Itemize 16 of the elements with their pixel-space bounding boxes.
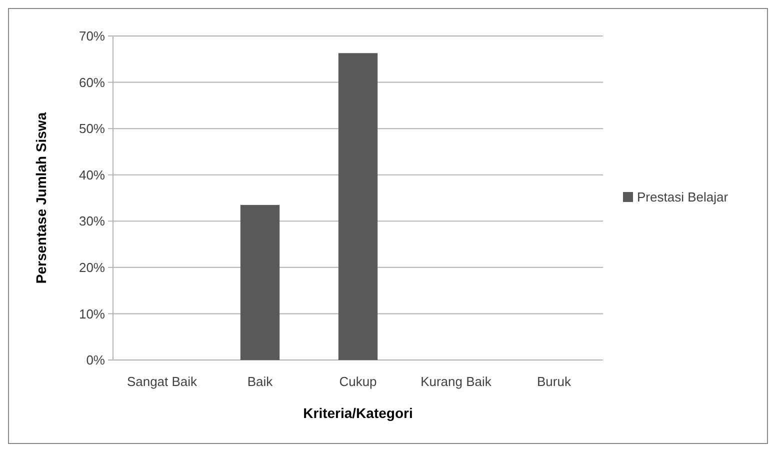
y-tick-label: 50% bbox=[78, 121, 106, 136]
y-axis-title: Persentase Jumlah Siswa bbox=[33, 112, 49, 284]
legend-label: Prestasi Belajar bbox=[637, 190, 729, 205]
y-tick-label: 0% bbox=[86, 352, 106, 368]
y-tick-label: 70% bbox=[78, 28, 106, 44]
x-tick-label: Cukup bbox=[339, 374, 377, 389]
y-tick-label: 20% bbox=[78, 260, 106, 275]
y-tick-label: 60% bbox=[78, 74, 106, 90]
x-tick-label: Buruk bbox=[537, 374, 572, 389]
x-tick-label: Sangat Baik bbox=[126, 374, 198, 389]
y-tick-label: 30% bbox=[78, 214, 106, 229]
x-tick-label: Kurang Baik bbox=[420, 374, 492, 389]
x-tick-label: Baik bbox=[247, 374, 274, 389]
x-axis-title: Kriteria/Kategori bbox=[303, 405, 413, 421]
y-tick-label: 40% bbox=[78, 167, 106, 182]
y-tick-label: 10% bbox=[78, 306, 106, 322]
